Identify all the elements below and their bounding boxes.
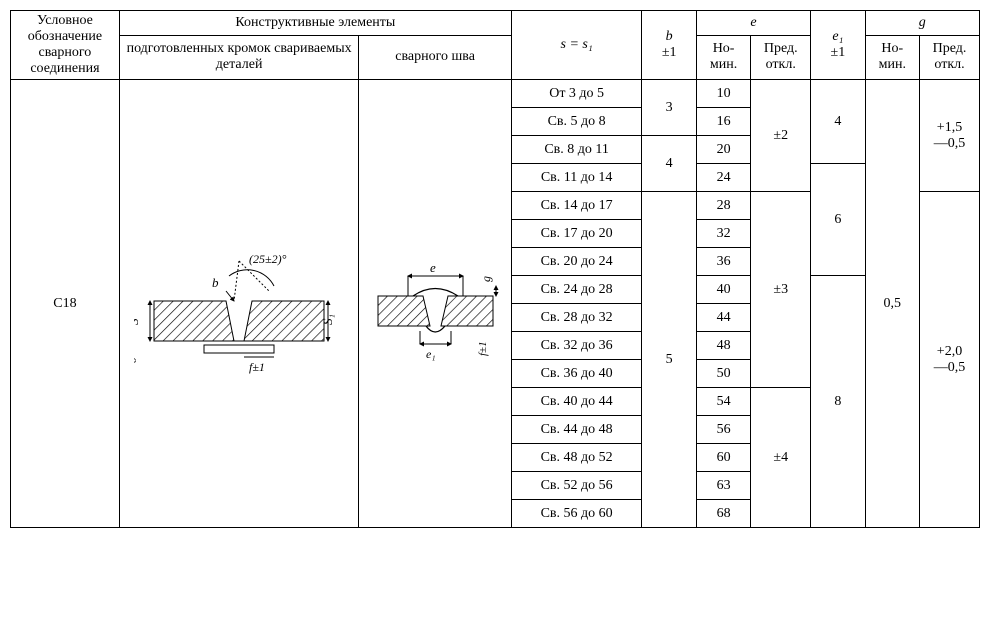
svg-text:S: S — [134, 318, 141, 325]
cell-s-range: Св. 20 до 24 — [511, 248, 642, 276]
cell-s-range: Св. 48 до 52 — [511, 444, 642, 472]
cell-designation: С18 — [11, 80, 120, 528]
svg-text:f±1: f±1 — [477, 341, 489, 356]
cell-s-range: Св. 32 до 36 — [511, 332, 642, 360]
header-elements-group: Конструктивные элементы — [119, 11, 511, 36]
svg-text:f±1: f±1 — [249, 360, 265, 374]
svg-text:g: g — [479, 276, 493, 282]
cell-e-dev: ±4 — [751, 388, 811, 528]
cell-e-nom: 16 — [696, 108, 750, 136]
cell-s-range: Св. 44 до 48 — [511, 416, 642, 444]
cell-e-nom: 48 — [696, 332, 750, 360]
cell-b: 4 — [642, 136, 696, 192]
cell-s-range: Св. 40 до 44 — [511, 388, 642, 416]
header-b-title: b — [666, 29, 673, 44]
cell-e-nom: 68 — [696, 500, 750, 528]
cell-e-dev: ±3 — [751, 192, 811, 388]
header-e-group: e — [696, 11, 810, 36]
cell-diagram-weld: e g e₁ f±1 — [359, 80, 511, 528]
cell-e-nom: 36 — [696, 248, 750, 276]
cell-s-range: Св. 36 до 40 — [511, 360, 642, 388]
cell-s-range: Св. 14 до 17 — [511, 192, 642, 220]
cell-e-nom: 56 — [696, 416, 750, 444]
cell-g-dev: +2,0 —0,5 — [920, 192, 980, 528]
cell-e-nom: 10 — [696, 80, 750, 108]
cell-diagram-prep-edges: (25±2)° b S S₁ 0⁺⁰٬⁵ f±1 — [119, 80, 359, 528]
cell-e-nom: 63 — [696, 472, 750, 500]
header-b: b ±1 — [642, 11, 696, 80]
prep-edges-diagram: (25±2)° b S S₁ 0⁺⁰٬⁵ f±1 — [134, 221, 344, 381]
cell-e-nom: 20 — [696, 136, 750, 164]
cell-s-range: Св. 8 до 11 — [511, 136, 642, 164]
cell-s-range: Св. 24 до 28 — [511, 276, 642, 304]
svg-text:e₁: e₁ — [426, 347, 436, 361]
header-b-tol: ±1 — [662, 45, 677, 60]
table-row: С18 (25±2)° b S S₁ 0⁺⁰٬⁵ f±1 — [11, 80, 980, 108]
cell-e1: 6 — [811, 164, 865, 276]
svg-text:(25±2)°: (25±2)° — [249, 252, 287, 266]
cell-e-nom: 54 — [696, 388, 750, 416]
table-header: Условное обозначение сварного соединения… — [11, 11, 980, 80]
cell-e-nom: 24 — [696, 164, 750, 192]
svg-text:e: e — [430, 260, 436, 275]
cell-e1: 4 — [811, 80, 865, 164]
cell-g-dev: +1,5 —0,5 — [920, 80, 980, 192]
svg-text:b: b — [212, 275, 219, 290]
header-e1: e₁ ±1 — [811, 11, 865, 80]
cell-s-range: Св. 11 до 14 — [511, 164, 642, 192]
header-g-nom: Но- мин. — [865, 35, 919, 79]
table-body: С18 (25±2)° b S S₁ 0⁺⁰٬⁵ f±1 — [11, 80, 980, 528]
weld-parameters-table: Условное обозначение сварного соединения… — [10, 10, 980, 528]
cell-s-range: Св. 52 до 56 — [511, 472, 642, 500]
header-g-dev: Пред. откл. — [920, 35, 980, 79]
header-designation: Условное обозначение сварного соединения — [11, 11, 120, 80]
header-weld: сварного шва — [359, 35, 511, 79]
cell-e-nom: 50 — [696, 360, 750, 388]
cell-s-range: Св. 28 до 32 — [511, 304, 642, 332]
cell-b: 3 — [642, 80, 696, 136]
cell-s-range: Св. 17 до 20 — [511, 220, 642, 248]
header-e1-title: e₁ — [832, 29, 843, 44]
cell-b: 5 — [642, 192, 696, 528]
cell-e-nom: 32 — [696, 220, 750, 248]
cell-s-range: Св. 5 до 8 — [511, 108, 642, 136]
svg-text:S₁: S₁ — [320, 314, 335, 325]
weld-diagram: e g e₁ f±1 — [368, 226, 503, 376]
header-e-nom: Но- мин. — [696, 35, 750, 79]
cell-e-nom: 28 — [696, 192, 750, 220]
cell-s-range: От 3 до 5 — [511, 80, 642, 108]
cell-e-dev: ±2 — [751, 80, 811, 192]
header-prepared-edges: подготовленных кромок свариваемых детале… — [119, 35, 359, 79]
header-s: s = s₁ — [511, 11, 642, 80]
header-e-dev: Пред. откл. — [751, 35, 811, 79]
cell-e-nom: 60 — [696, 444, 750, 472]
header-e1-tol: ±1 — [831, 45, 846, 60]
cell-e-nom: 44 — [696, 304, 750, 332]
header-g-group: g — [865, 11, 979, 36]
cell-e1: 8 — [811, 276, 865, 528]
cell-g-nom: 0,5 — [865, 80, 919, 528]
cell-s-range: Св. 56 до 60 — [511, 500, 642, 528]
svg-text:0⁺⁰٬⁵: 0⁺⁰٬⁵ — [134, 340, 139, 363]
cell-e-nom: 40 — [696, 276, 750, 304]
